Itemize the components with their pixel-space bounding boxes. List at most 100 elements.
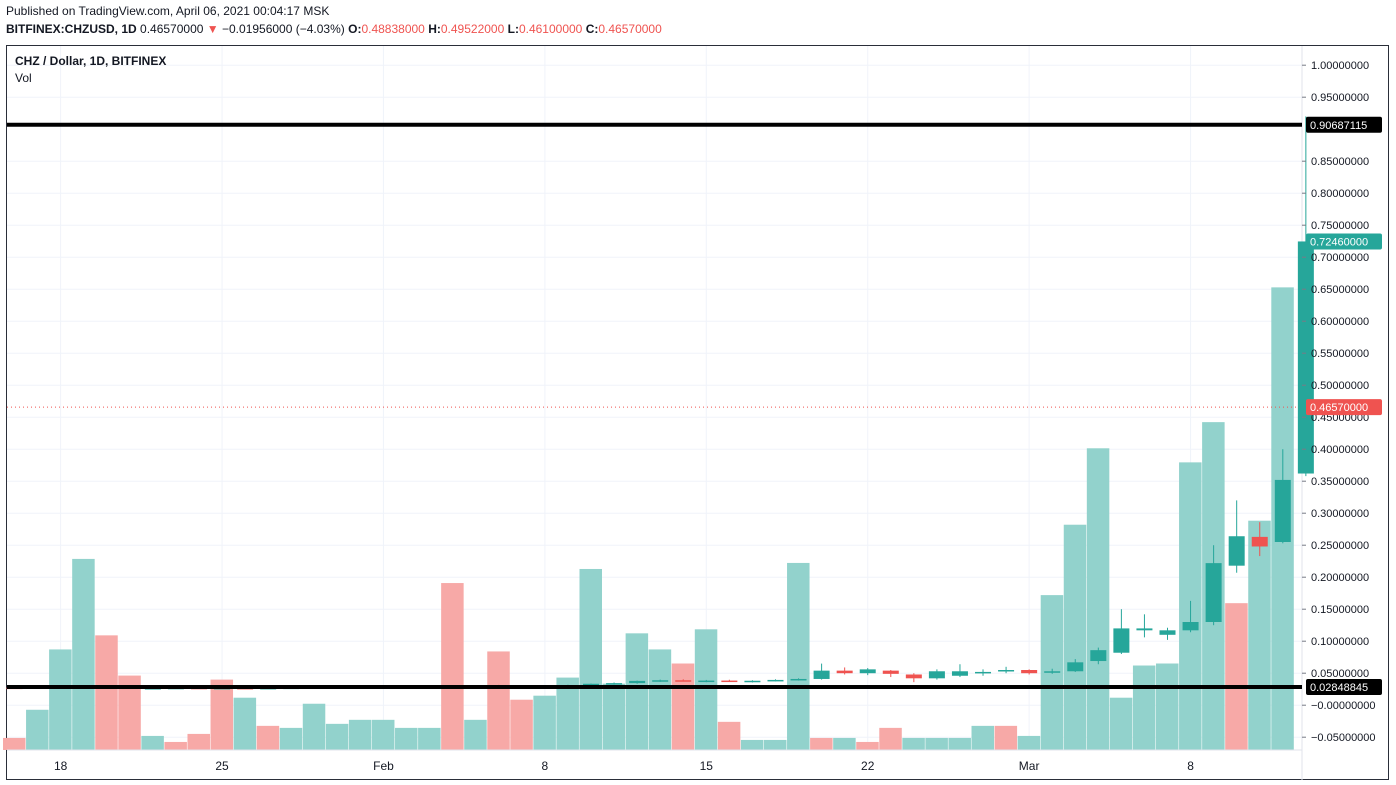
volume-bar bbox=[302, 703, 326, 750]
volume-bar bbox=[740, 739, 764, 750]
volume-bar bbox=[187, 733, 210, 750]
volume-bar bbox=[164, 741, 187, 750]
close-value: 0.46570000 bbox=[598, 22, 662, 36]
volume-bar bbox=[879, 727, 902, 750]
volume-bar bbox=[602, 683, 626, 750]
volume-bar bbox=[441, 583, 464, 750]
volume-bar bbox=[1017, 735, 1041, 750]
candle-body bbox=[928, 671, 945, 679]
volume-bar bbox=[1248, 520, 1271, 750]
y-tick-label: 0.10000000 bbox=[1311, 636, 1369, 648]
y-tick-label: 0.50000000 bbox=[1311, 380, 1369, 392]
y-tick-label: 0.80000000 bbox=[1311, 188, 1369, 200]
y-tick-label: −0.05000000 bbox=[1311, 732, 1376, 744]
candle-body bbox=[1021, 670, 1038, 674]
y-tick-label: 0.55000000 bbox=[1311, 348, 1369, 360]
y-tick-label: 0.45000000 bbox=[1311, 412, 1369, 424]
high-label: H: bbox=[428, 22, 441, 36]
volume-bar bbox=[579, 568, 602, 750]
volume-bar bbox=[233, 697, 257, 750]
x-tick-label: 8 bbox=[1187, 759, 1194, 773]
symbol-label: BITFINEX:CHZUSD, 1D bbox=[6, 22, 137, 36]
volume-bar bbox=[371, 719, 395, 750]
x-tick-label: 15 bbox=[700, 759, 714, 773]
x-tick-label: 22 bbox=[861, 759, 875, 773]
volume-bar bbox=[1109, 697, 1133, 750]
volume-bar bbox=[671, 663, 695, 750]
volume-bar bbox=[1132, 665, 1156, 750]
volume-bar bbox=[510, 699, 533, 750]
price-change: −0.01956000 (−4.03%) bbox=[222, 22, 345, 36]
series-legend[interactable]: CHZ / Dollar, 1D, BITFINEX bbox=[15, 54, 167, 68]
high-value: 0.49522000 bbox=[440, 22, 505, 36]
y-tick-label: −0.00000000 bbox=[1311, 700, 1376, 712]
open-value: 0.48838000 bbox=[361, 22, 425, 36]
candle-body bbox=[1090, 650, 1107, 662]
level-price-tag: 0.02848845 bbox=[1310, 682, 1368, 694]
volume-bar bbox=[763, 739, 787, 750]
y-tick-label: 0.15000000 bbox=[1311, 604, 1369, 616]
candle-body bbox=[882, 670, 899, 674]
y-tick-label: 0.30000000 bbox=[1311, 508, 1369, 520]
chart-frame bbox=[6, 45, 1389, 780]
candle-body bbox=[606, 683, 623, 685]
y-tick-label: 0.25000000 bbox=[1311, 540, 1369, 552]
candle-body bbox=[675, 680, 692, 682]
y-tick-label: 0.40000000 bbox=[1311, 444, 1369, 456]
down-arrow-icon: ▼ bbox=[206, 22, 219, 36]
candle-body bbox=[1159, 630, 1176, 635]
candle-body bbox=[836, 670, 853, 674]
candle-body bbox=[905, 674, 922, 679]
y-tick-label: 0.70000000 bbox=[1311, 252, 1369, 264]
volume-bar bbox=[1225, 603, 1248, 750]
volume-bar bbox=[1156, 663, 1179, 750]
candle-body bbox=[859, 669, 876, 674]
volume-bar bbox=[210, 679, 234, 750]
close-label: C: bbox=[585, 22, 599, 36]
volume-bar bbox=[3, 737, 26, 750]
volume-bar bbox=[141, 735, 164, 750]
candle-body bbox=[975, 671, 992, 674]
y-tick-label: 0.65000000 bbox=[1311, 284, 1369, 296]
volume-bar bbox=[487, 651, 510, 750]
volume-legend[interactable]: Vol bbox=[15, 71, 32, 85]
candle-body bbox=[951, 671, 968, 676]
volume-bar bbox=[279, 727, 303, 750]
volume-bar bbox=[95, 635, 118, 750]
volume-bar bbox=[533, 695, 556, 750]
candle-body bbox=[652, 680, 669, 682]
level-price-tag: 0.90687115 bbox=[1310, 120, 1367, 132]
candle-body bbox=[767, 679, 784, 682]
candle-body bbox=[1044, 671, 1061, 673]
volume-bar bbox=[256, 725, 280, 750]
level-price-tag-bg bbox=[1306, 116, 1382, 133]
volume-bar bbox=[625, 633, 649, 750]
candle-body bbox=[1228, 536, 1245, 566]
volume-bar bbox=[418, 727, 441, 750]
candle-body bbox=[721, 680, 738, 683]
candle-body bbox=[1274, 479, 1291, 542]
candle-body bbox=[1251, 536, 1268, 547]
x-tick-label: 25 bbox=[215, 759, 229, 773]
volume-bar bbox=[348, 719, 372, 750]
candle-body bbox=[698, 680, 715, 683]
low-label: L: bbox=[507, 22, 519, 36]
candle-body bbox=[1136, 628, 1153, 631]
volume-bar bbox=[1063, 524, 1087, 750]
y-tick-label: 0.95000000 bbox=[1311, 92, 1369, 104]
volume-bar bbox=[395, 727, 418, 750]
last-price: 0.46570000 bbox=[140, 22, 204, 36]
candle-body bbox=[998, 670, 1015, 672]
volume-bar bbox=[118, 675, 141, 750]
volume-bar bbox=[26, 709, 49, 750]
candle-body bbox=[1297, 241, 1314, 474]
candle-body bbox=[813, 670, 830, 679]
x-tick-label: 18 bbox=[54, 759, 68, 773]
volume-bar bbox=[787, 562, 810, 750]
ohlc-bar: BITFINEX:CHZUSD, 1D 0.46570000 ▼ −0.0195… bbox=[6, 22, 662, 36]
current-price-tag-bg bbox=[1306, 399, 1382, 416]
volume-bar bbox=[72, 558, 95, 750]
candle-body bbox=[1113, 628, 1130, 653]
candle-body bbox=[1067, 662, 1084, 672]
